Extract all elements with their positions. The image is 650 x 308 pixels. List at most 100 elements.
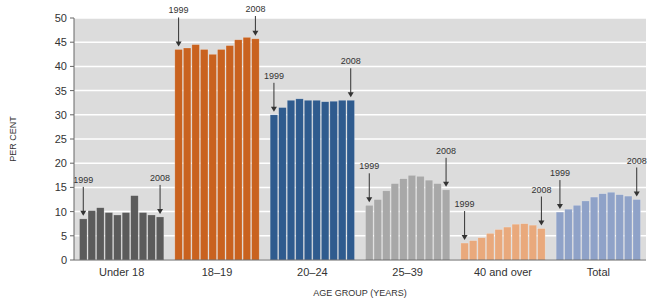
bar [80, 219, 88, 260]
annotation: 2008 [150, 173, 170, 183]
bar [624, 196, 632, 260]
annotation-arrow [273, 83, 274, 108]
category-label: 25–39 [392, 266, 423, 278]
bar [347, 100, 355, 260]
tick-mark [70, 139, 74, 140]
category-label: Under 18 [99, 266, 144, 278]
annotations: 1999 2008 1999 2008 1999 2008 1999 2008 1999 2008… [73, 4, 646, 240]
annotation: 2008 [245, 4, 265, 14]
annotation-arrowhead [538, 221, 544, 226]
annotation-arrow [464, 211, 465, 236]
bar [287, 100, 295, 260]
tick-label: 50 [55, 12, 67, 24]
bar [156, 217, 164, 260]
annotation-arrow [350, 68, 351, 93]
bar [590, 197, 598, 260]
tick-label: 10 [55, 206, 67, 218]
bar [97, 208, 105, 260]
bar [383, 191, 391, 260]
bar [321, 102, 329, 260]
tick-mark [70, 90, 74, 91]
bar [478, 238, 486, 260]
annotation-arrow [160, 185, 161, 210]
bar [442, 190, 450, 260]
annotation-arrowhead [176, 41, 182, 46]
tick-mark [70, 163, 74, 164]
bar [226, 46, 234, 260]
annotation-arrow [541, 197, 542, 222]
category-label: Total [587, 266, 610, 278]
bar [521, 224, 529, 260]
bar [374, 200, 382, 261]
bar [599, 194, 607, 260]
bar [304, 100, 312, 260]
annotation: 1999 [169, 5, 189, 15]
bar [417, 176, 425, 260]
annotation: 1999 [455, 199, 475, 209]
bar [218, 49, 226, 260]
annotation-arrowhead [366, 197, 372, 202]
category-label: 18–19 [202, 266, 233, 278]
tick-label: 45 [55, 36, 67, 48]
annotation: 2008 [436, 146, 456, 156]
grid-line [74, 138, 646, 140]
bar [148, 215, 156, 260]
x-axis [74, 260, 646, 261]
bar [504, 227, 512, 260]
tick-mark [70, 211, 74, 212]
tick-label: 30 [55, 109, 67, 121]
tick-mark [70, 18, 74, 19]
bar [338, 100, 346, 260]
bar [209, 54, 217, 260]
annotation-arrow [255, 16, 256, 32]
plot-background [74, 18, 646, 260]
bar [573, 205, 581, 260]
annotation-arrowhead [252, 31, 258, 36]
bar [252, 39, 260, 260]
tick-mark [70, 42, 74, 43]
annotation: 2008 [627, 156, 647, 166]
annotation-arrowhead [271, 107, 277, 112]
annotation: 1999 [73, 175, 93, 185]
bar [330, 101, 338, 260]
bar [633, 200, 641, 261]
bar [529, 225, 537, 260]
bar [538, 229, 546, 260]
grid-line [74, 90, 646, 92]
bar [469, 241, 477, 260]
bar [582, 201, 590, 260]
bar [512, 224, 520, 260]
bar [616, 195, 624, 260]
bar [434, 184, 442, 260]
bar [296, 99, 304, 260]
annotation: 1999 [264, 71, 284, 81]
bar [495, 230, 503, 260]
annotation: 1999 [550, 168, 570, 178]
tick-label: 5 [61, 230, 67, 242]
grid-line [74, 17, 646, 19]
tick-mark [70, 260, 74, 261]
bar [270, 115, 278, 260]
annotation-arrowhead [634, 192, 640, 197]
bar [425, 180, 433, 260]
annotation-arrow [446, 158, 447, 183]
bar [235, 40, 243, 260]
tick-label: 15 [55, 181, 67, 193]
annotation-arrow [83, 187, 84, 212]
tick-mark [70, 187, 74, 188]
axis-title: AGE GROUP (YEARS) [313, 288, 406, 298]
tick-label: 25 [55, 133, 67, 145]
annotation: 2008 [341, 56, 361, 66]
grid-line [74, 41, 646, 43]
bar [192, 45, 200, 260]
bar [607, 192, 615, 260]
annotation-arrow [369, 173, 370, 198]
bar [105, 213, 113, 260]
annotation-arrow [636, 168, 637, 193]
category-label: 40 and over [474, 266, 532, 278]
annotation-arrowhead [443, 182, 449, 187]
grid-line [74, 114, 646, 116]
y-axis [74, 18, 75, 260]
annotation-arrowhead [157, 209, 163, 214]
bar [183, 48, 191, 260]
